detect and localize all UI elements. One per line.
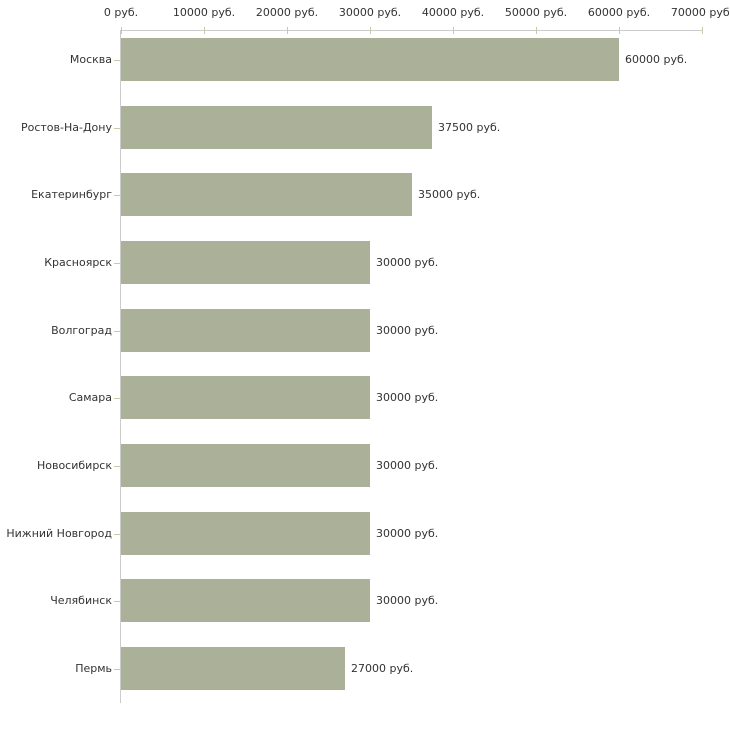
- category-tick: [114, 466, 120, 467]
- bar-value-label: 37500 руб.: [438, 121, 501, 134]
- bar: [121, 309, 370, 352]
- category-tick: [114, 398, 120, 399]
- category-label: Новосибирск: [36, 459, 112, 472]
- x-axis-tick: [121, 27, 122, 34]
- x-axis-tick-label: 10000 руб.: [172, 6, 236, 19]
- category-label: Самара: [68, 391, 112, 404]
- bar: [121, 647, 345, 690]
- x-axis-tick: [619, 27, 620, 34]
- x-axis-tick: [702, 27, 703, 34]
- x-axis-tick: [287, 27, 288, 34]
- category-tick: [114, 669, 120, 670]
- y-axis-line: [120, 30, 121, 703]
- category-tick: [114, 195, 120, 196]
- category-label: Екатеринбург: [31, 188, 112, 201]
- x-axis-tick-label: 50000 руб.: [504, 6, 568, 19]
- x-axis-tick-label: 0 руб.: [103, 6, 139, 19]
- x-axis-tick-label: 70000 руб.: [670, 6, 730, 19]
- x-axis-tick: [453, 27, 454, 34]
- bar-value-label: 30000 руб.: [376, 391, 439, 404]
- x-axis-tick: [370, 27, 371, 34]
- bar: [121, 444, 370, 487]
- category-label: Москва: [69, 53, 112, 66]
- x-axis-tick-label: 30000 руб.: [338, 6, 402, 19]
- bar-value-label: 30000 руб.: [376, 527, 439, 540]
- bar-value-label: 30000 руб.: [376, 256, 439, 269]
- bar: [121, 173, 412, 216]
- bar-value-label: 60000 руб.: [625, 53, 688, 66]
- x-axis-tick: [536, 27, 537, 34]
- bar: [121, 106, 432, 149]
- bar-value-label: 30000 руб.: [376, 594, 439, 607]
- category-tick: [114, 601, 120, 602]
- category-tick: [114, 128, 120, 129]
- category-label: Волгоград: [51, 324, 112, 337]
- category-label: Красноярск: [44, 256, 112, 269]
- bar: [121, 38, 619, 81]
- bar: [121, 241, 370, 284]
- bar-value-label: 30000 руб.: [376, 324, 439, 337]
- x-axis-tick-label: 60000 руб.: [587, 6, 651, 19]
- bar-value-label: 27000 руб.: [351, 662, 414, 675]
- x-axis-tick-label: 20000 руб.: [255, 6, 319, 19]
- category-label: Ростов-На-Дону: [20, 121, 112, 134]
- x-axis-line: [121, 30, 702, 31]
- bar-value-label: 35000 руб.: [418, 188, 481, 201]
- bar-value-label: 30000 руб.: [376, 459, 439, 472]
- category-tick: [114, 534, 120, 535]
- category-label: Пермь: [75, 662, 112, 675]
- category-tick: [114, 263, 120, 264]
- category-label: Нижний Новгород: [6, 527, 112, 540]
- category-label: Челябинск: [50, 594, 112, 607]
- x-axis-tick-label: 40000 руб.: [421, 6, 485, 19]
- bar: [121, 376, 370, 419]
- category-tick: [114, 331, 120, 332]
- x-axis-tick: [204, 27, 205, 34]
- bar: [121, 579, 370, 622]
- bar: [121, 512, 370, 555]
- category-tick: [114, 60, 120, 61]
